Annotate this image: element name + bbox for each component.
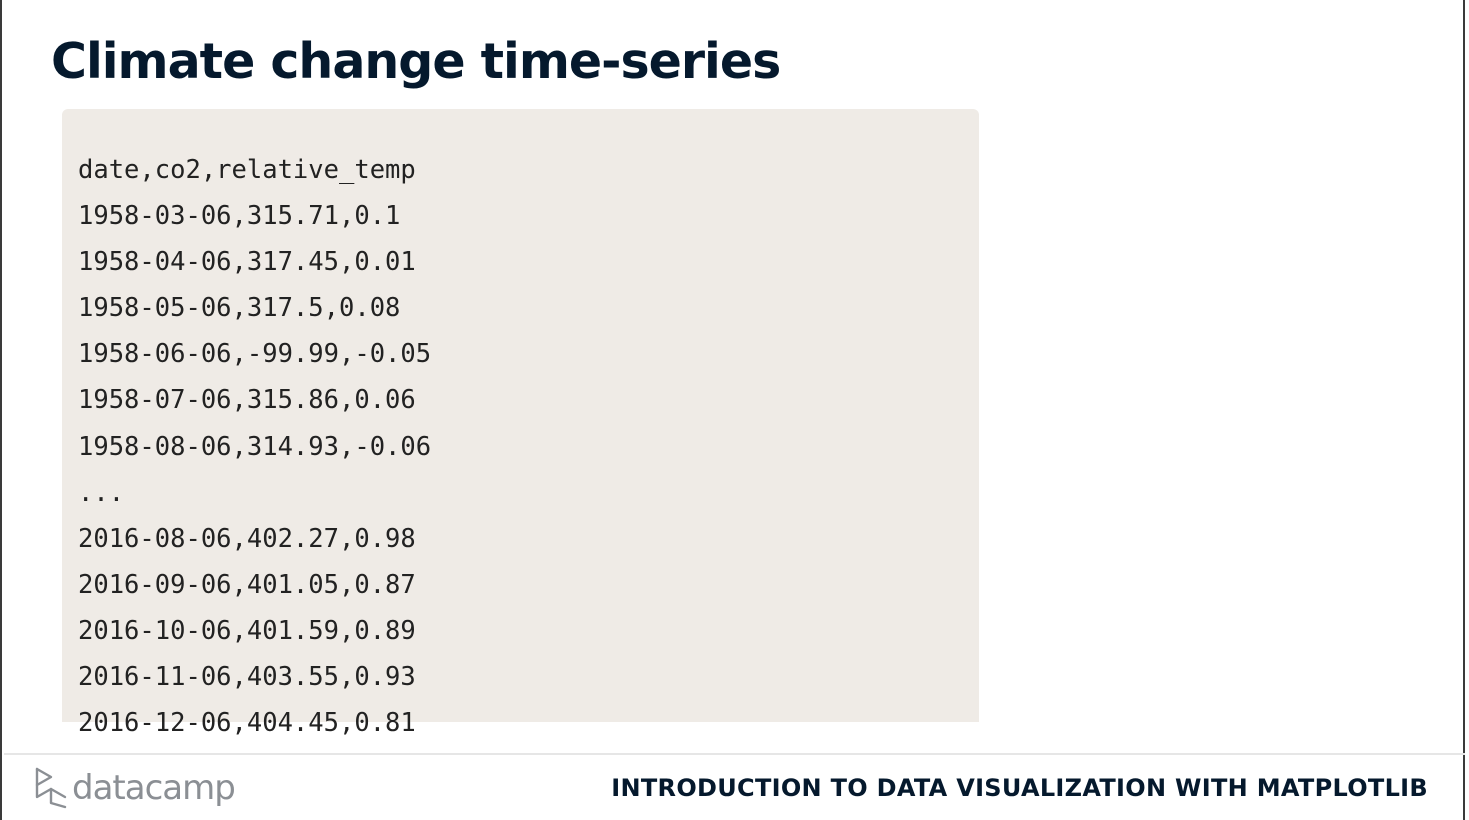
code-line: 1958-08-06,314.93,-0.06: [78, 431, 432, 462]
code-line: 1958-07-06,315.86,0.06: [78, 385, 416, 416]
code-line: 2016-10-06,401.59,0.89: [78, 615, 416, 646]
code-line: 2016-12-06,404.45,0.81: [78, 708, 416, 739]
code-line: 2016-09-06,401.05,0.87: [78, 569, 416, 600]
code-line: ...: [78, 477, 125, 508]
code-line: 2016-11-06,403.55,0.93: [78, 662, 416, 693]
code-line: 1958-05-06,317.5,0.08: [78, 293, 401, 324]
code-lines: date,co2,relative_temp 1958-03-06,315.71…: [78, 147, 431, 746]
code-block: date,co2,relative_temp 1958-03-06,315.71…: [62, 109, 979, 738]
code-line: 2016-08-06,402.27,0.98: [78, 523, 416, 554]
datacamp-logo-icon: [35, 767, 67, 809]
logo-text: datacamp: [72, 768, 236, 808]
datacamp-logo: datacamp: [34, 766, 236, 810]
course-title: INTRODUCTION TO DATA VISUALIZATION WITH …: [611, 774, 1428, 802]
code-line: 1958-03-06,315.71,0.1: [78, 201, 401, 232]
code-line: date,co2,relative_temp: [78, 155, 416, 185]
code-line: 1958-06-06,-99.99,-0.05: [78, 339, 432, 370]
footer-divider: [4, 753, 1465, 755]
code-line: 1958-04-06,317.45,0.01: [78, 247, 416, 278]
slide-title: Climate change time-series: [51, 33, 781, 90]
